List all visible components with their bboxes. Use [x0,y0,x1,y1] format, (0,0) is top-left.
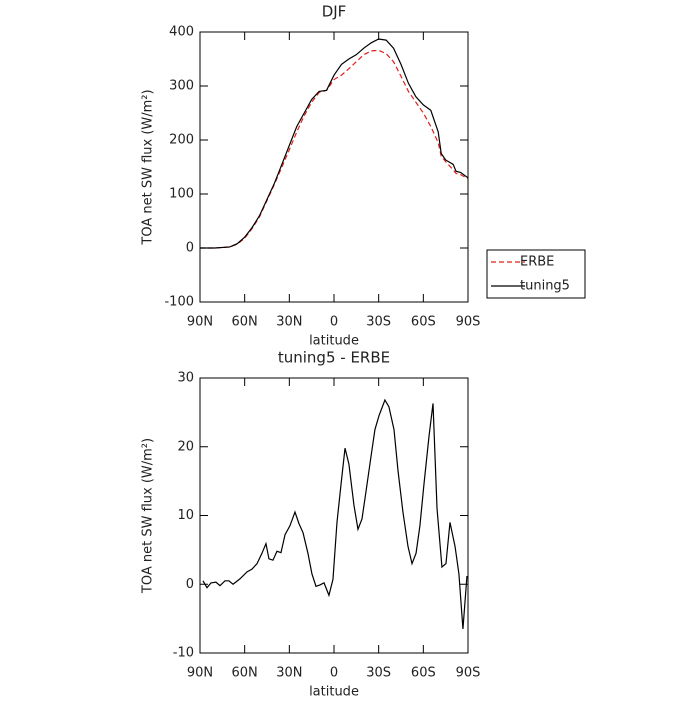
chart-title: tuning5 - ERBE [278,349,390,367]
panel: tuning5 - ERBE latitude TOA net SW flux (W… [141,349,481,700]
x-tick-label: 30S [366,315,391,330]
y-tick-label: 10 [177,508,194,523]
x-tick-label: 90N [187,315,213,330]
y-tick-label: 200 [169,133,194,148]
x-tick-label: 0 [330,666,338,681]
y-axis-label: TOA net SW flux (W/m²) [141,89,156,245]
x-tick-label: 90N [187,666,213,681]
data-line [200,38,469,249]
x-tick-label: 30S [366,666,391,681]
x-axis-label: latitude [309,685,359,700]
y-tick-label: 30 [177,371,194,386]
x-tick-label: 30N [276,666,302,681]
x-tick-label: 60S [411,315,436,330]
y-tick-label: -100 [164,295,194,310]
x-tick-label: 90S [456,315,481,330]
y-tick-label: 300 [169,79,194,94]
panel: DJF latitude TOA net SW flux (W/m²) 90N 60N 3… [141,3,586,349]
x-tick-label: 90S [456,666,481,681]
plot-frame [199,31,469,303]
x-tick-label: 0 [330,315,338,330]
x-tick-label: 60N [232,315,258,330]
y-tick-label: -10 [173,646,194,661]
chart-title: DJF [322,3,347,21]
y-tick-label: 0 [186,577,194,592]
y-tick-label: 20 [177,439,194,454]
data-line [202,398,468,629]
x-tick-label: 60S [411,666,436,681]
x-tick-label: 60N [232,666,258,681]
y-tick-label: 400 [169,25,194,40]
legend-label: ERBE [520,255,554,270]
x-axis-label: latitude [309,334,359,349]
y-axis-label: TOA net SW flux (W/m²) [141,438,156,594]
y-tick-label: 100 [169,187,194,202]
plot-frame [199,377,469,654]
x-tick-label: 30N [276,315,302,330]
legend-box [486,249,586,299]
y-tick-label: 0 [186,241,194,256]
legend-label: tuning5 [520,279,570,294]
data-line [200,49,469,249]
legend: ERBE tuning5 [486,249,586,299]
